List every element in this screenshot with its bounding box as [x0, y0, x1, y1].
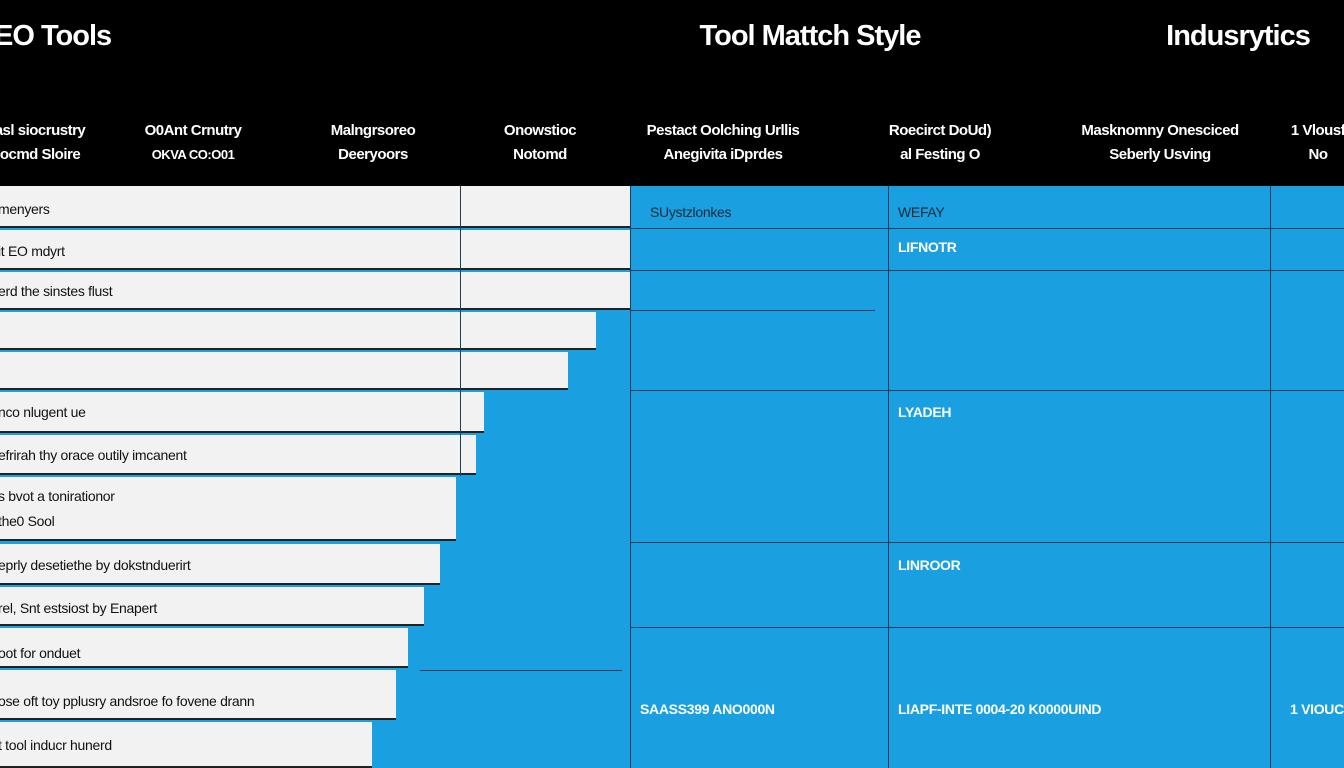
- column-header: 1 Vlousf No: [1291, 119, 1344, 167]
- column-header-line: Masknomny Onesciced: [1081, 122, 1239, 139]
- divider: [630, 627, 1344, 628]
- row-bar: [0, 544, 440, 585]
- column-header: Masknomny Onesciced Seberly Usving: [1081, 119, 1239, 167]
- divider: [460, 186, 461, 476]
- column-header-line: No: [1308, 146, 1328, 163]
- cell-text: LIFNOTR: [898, 239, 957, 255]
- row-label: erd the sinstes flust: [0, 283, 113, 299]
- column-header: Pestact Oolching Urllis Anegivita iDprdes: [647, 119, 800, 167]
- row-label: oot for onduet: [0, 645, 81, 661]
- column-header-line: ocmd Sloire: [0, 146, 81, 163]
- row-bar: [0, 477, 456, 541]
- column-header-line: Pestact Oolching Urllis: [646, 122, 800, 139]
- row-bar: [0, 230, 630, 270]
- cell-text: 1 VIOUC: [1290, 701, 1344, 717]
- row-label: ose oft toy pplusry andsroe fo fovene dr…: [0, 693, 255, 709]
- row-bar: [0, 628, 408, 668]
- cell-text: LYADEH: [898, 404, 952, 420]
- column-header-line: Onowstioc: [503, 122, 577, 139]
- divider: [1270, 186, 1271, 768]
- row-label: efrirah thy orace outily imcanent: [0, 447, 187, 463]
- column-header-line: Notomd: [513, 146, 567, 163]
- column-header-line: Roecirct DoUd): [888, 122, 992, 139]
- header-band: [0, 0, 1344, 186]
- divider: [420, 670, 622, 671]
- divider: [630, 186, 631, 768]
- divider: [630, 390, 1344, 391]
- column-header-line: Anegivita iDprdes: [663, 146, 783, 163]
- divider: [630, 310, 875, 311]
- row-label: menyers: [0, 201, 50, 217]
- column-header-line: O0Ant Crnutry: [144, 122, 242, 139]
- title: EO Tools: [0, 20, 112, 52]
- column-header-line: 1 Vlousf: [1290, 122, 1344, 139]
- column-header-line: OKVA CO:O01: [151, 147, 235, 162]
- row-bar: [0, 435, 476, 475]
- divider: [630, 228, 1344, 229]
- row-bar: [0, 312, 596, 350]
- row-label: s bvot a tonirationor: [0, 488, 115, 504]
- cell-text: SUystzlonkes: [650, 204, 732, 220]
- row-bar: [0, 186, 630, 228]
- cell-text: LINROOR: [898, 557, 961, 573]
- divider: [888, 186, 889, 768]
- column-header-line: asl siocrustry: [0, 122, 86, 139]
- column-header: Onowstioc Notomd: [503, 119, 577, 167]
- column-header-line: Seberly Usving: [1109, 146, 1211, 163]
- divider: [630, 270, 1344, 271]
- row-label: rel, Snt estsiost by Enapert: [0, 600, 157, 616]
- row-bar: [0, 392, 484, 433]
- row-bar: [0, 352, 568, 390]
- title: Tool Mattch Style: [699, 20, 922, 52]
- cell-text: LIAPF-INTE 0004-20 K0000UIND: [898, 701, 1102, 717]
- row-bar: [0, 272, 630, 310]
- row-bar: [0, 587, 424, 626]
- row-label: it EO mdyrt: [0, 243, 65, 259]
- row-bar: [0, 722, 372, 768]
- column-header: asl siocrustry ocmd Sloire: [0, 119, 86, 167]
- row-label: t tool inducr hunerd: [0, 737, 112, 753]
- row-label: eprly desetiethe by dokstnduerirt: [0, 557, 191, 573]
- row-bar: [0, 670, 396, 720]
- cell-text: WEFAY: [898, 204, 945, 220]
- column-header-line: Deeryoors: [338, 146, 408, 163]
- column-header: Malngrsoreo Deeryoors: [331, 119, 416, 167]
- column-header-line: al Festing O: [900, 146, 980, 163]
- row-label: nco nlugent ue: [0, 404, 86, 420]
- column-header: Roecirct DoUd) al Festing O: [888, 119, 992, 167]
- divider: [630, 542, 1344, 543]
- title: Indusrytics: [1166, 20, 1311, 52]
- column-header: O0Ant Crnutry OKVA CO:O01: [145, 119, 242, 167]
- column-header-line: Malngrsoreo: [330, 122, 416, 139]
- row-label: the0 Sool: [0, 513, 55, 529]
- cell-text: SAASS399 ANO000N: [640, 701, 775, 717]
